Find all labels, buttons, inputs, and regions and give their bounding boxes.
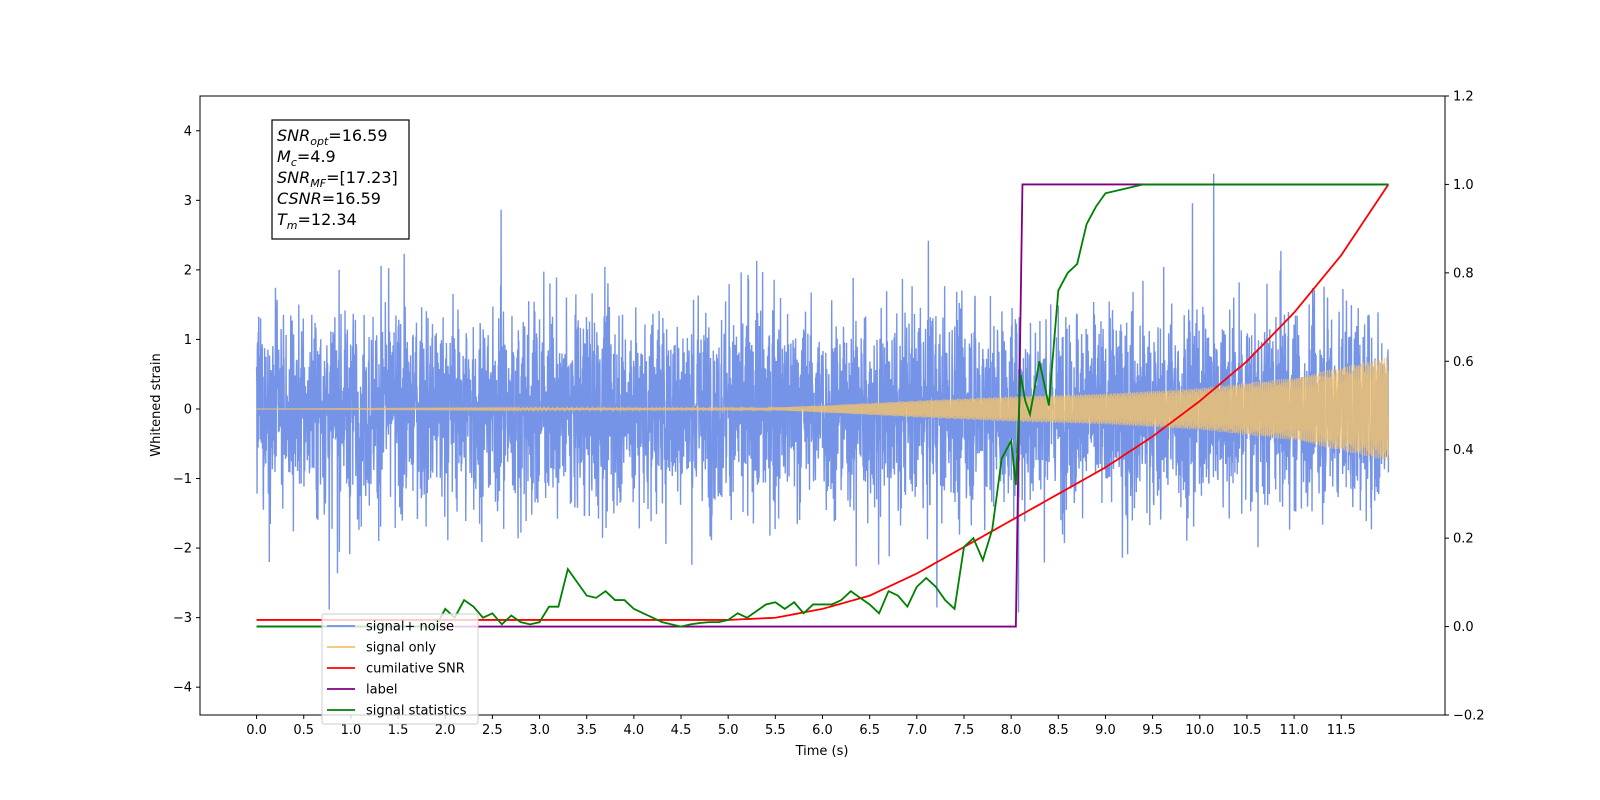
x-tick-label: 9.5 [1142, 723, 1163, 738]
legend-label: label [366, 683, 397, 698]
y2-tick-label: 1.2 [1453, 90, 1474, 105]
y-tick-label: −4 [173, 681, 192, 696]
x-tick-label: 3.5 [576, 723, 597, 738]
x-tick-label: 4.5 [671, 723, 692, 738]
x-tick-label: 2.5 [482, 723, 503, 738]
info-value: =16.59 [328, 126, 387, 145]
info-symbol: SNR [277, 168, 310, 187]
legend-label: signal only [366, 641, 436, 656]
x-tick-label: 5.0 [718, 723, 739, 738]
x-tick-label: 0.0 [246, 723, 267, 738]
y-axis-label: Whitened strain [149, 353, 164, 456]
info-line: Tm=12.34 [277, 210, 357, 232]
info-box-frame [271, 119, 410, 240]
info-subscript: c [291, 156, 297, 169]
x-tick-label: 1.5 [388, 723, 409, 738]
x-axis-label: Time (s) [795, 744, 849, 759]
x-tick-label: 10.0 [1185, 723, 1214, 738]
x-tick-label: 9.0 [1095, 723, 1116, 738]
x-tick-label: 11.5 [1327, 723, 1356, 738]
x-tick-label: 10.5 [1232, 723, 1261, 738]
info-subscript: MF [310, 177, 326, 190]
legend-label: cumilative SNR [366, 662, 465, 677]
x-tick-label: 5.5 [765, 723, 786, 738]
info-symbol: T [277, 210, 288, 229]
x-tick-label: 6.0 [812, 723, 833, 738]
series-signal-statistics [256, 183, 1389, 628]
y-tick-label: 3 [184, 194, 192, 209]
info-box: SNRopt=16.59Mc=4.9SNRMF=[17.23]CSNR=16.5… [271, 119, 410, 240]
y2-tick-label: 0.8 [1453, 266, 1474, 281]
info-value: =16.59 [322, 189, 381, 208]
info-value: =[17.23] [326, 168, 398, 187]
x-tick-label: 4.0 [624, 723, 645, 738]
y2-tick-label: −0.2 [1453, 709, 1485, 724]
x-tick-label: 8.0 [1001, 723, 1022, 738]
info-line: SNRMF=[17.23] [277, 168, 398, 190]
info-subscript: opt [310, 135, 329, 148]
info-value: =12.34 [298, 210, 357, 229]
x-tick-label: 7.5 [954, 723, 975, 738]
y-tick-label: 2 [184, 263, 192, 278]
axis-ticks: 0.0 0.5 1.0 1.5 2.0 2.5 3.0 3.5 4.0 4.5 5.0 5.5 6.0 6… [173, 90, 1485, 739]
info-symbol: SNR [277, 126, 310, 145]
plot-area [255, 173, 1390, 628]
info-subscript: m [287, 219, 298, 232]
y2-tick-label: 0.4 [1453, 443, 1474, 458]
x-tick-label: 11.0 [1280, 723, 1309, 738]
y2-tick-label: 0.0 [1453, 620, 1474, 635]
legend-frame [321, 613, 479, 725]
x-tick-label: 3.0 [529, 723, 550, 738]
y-tick-label: −1 [173, 472, 192, 487]
info-line: CSNR=16.59 [277, 189, 381, 208]
info-value: =4.9 [297, 147, 336, 166]
x-tick-label: 1.0 [341, 723, 362, 738]
x-tick-label: 6.5 [859, 723, 880, 738]
y-tick-label: −3 [173, 611, 192, 626]
x-tick-label: 7.0 [906, 723, 927, 738]
y2-tick-label: 0.6 [1453, 355, 1474, 370]
y-tick-label: 4 [184, 124, 192, 139]
y2-tick-label: 1.0 [1453, 178, 1474, 193]
y2-tick-label: 0.2 [1453, 532, 1474, 547]
x-tick-label: 8.5 [1048, 723, 1069, 738]
series-signal-only [256, 357, 1390, 461]
y-tick-label: 1 [184, 333, 192, 348]
y-tick-label: −2 [173, 542, 192, 557]
legend-label: signal+ noise [366, 620, 454, 635]
x-tick-label: 0.5 [293, 723, 314, 738]
y-tick-label: 0 [184, 402, 192, 417]
info-symbol: CSNR [277, 189, 322, 208]
legend-label: signal statistics [366, 704, 467, 719]
info-symbol: M [277, 147, 291, 166]
x-tick-label: 2.0 [435, 723, 456, 738]
info-line: Mc=4.9 [277, 147, 336, 169]
info-line: SNRopt=16.59 [277, 126, 388, 148]
legend: signal+ noise signal only cumilative SNR la… [321, 613, 479, 725]
